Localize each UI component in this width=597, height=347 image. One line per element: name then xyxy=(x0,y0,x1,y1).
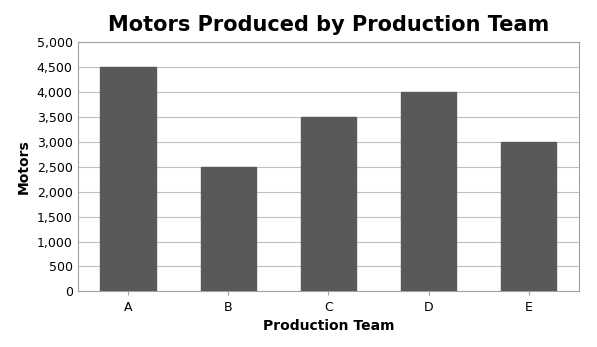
Bar xyxy=(301,117,356,291)
Bar xyxy=(401,92,456,291)
Bar xyxy=(100,67,155,291)
Title: Motors Produced by Production Team: Motors Produced by Production Team xyxy=(107,15,549,35)
Y-axis label: Motors: Motors xyxy=(17,139,31,194)
X-axis label: Production Team: Production Team xyxy=(263,319,394,333)
Bar xyxy=(201,167,256,291)
Bar xyxy=(501,142,556,291)
